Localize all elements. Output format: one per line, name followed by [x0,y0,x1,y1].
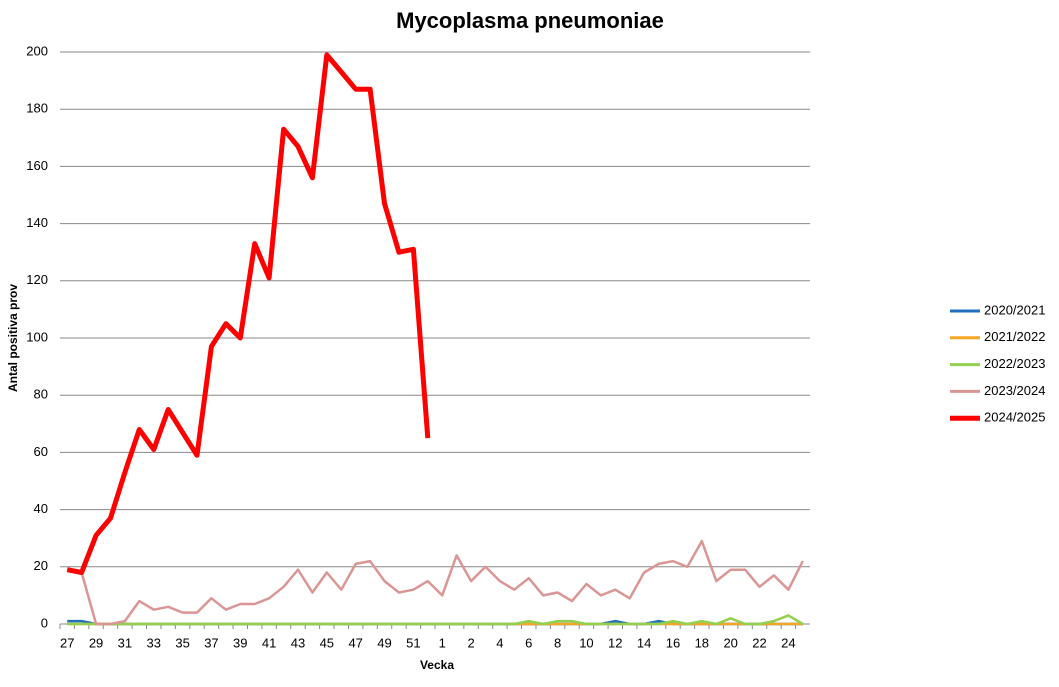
x-tick-label: 35 [175,635,189,650]
x-tick-label: 8 [554,635,561,650]
y-tick-label: 160 [26,158,48,173]
x-tick-label: 6 [525,635,532,650]
x-axis-title: Vecka [420,658,454,672]
series-line [67,614,804,626]
y-tick-label: 140 [26,215,48,230]
y-tick-label: 200 [26,43,48,58]
x-tick-label: 39 [233,635,247,650]
y-tick-label: 180 [26,101,48,116]
x-tick-label: 2 [467,635,474,650]
x-tick-label: 37 [204,635,218,650]
x-tick-label: 1 [439,635,446,650]
y-tick-label: 40 [34,501,48,516]
x-tick-label: 51 [406,635,420,650]
x-tick-label: 41 [262,635,276,650]
x-tick-label: 45 [320,635,334,650]
x-tick-label: 33 [147,635,161,650]
series-line [66,539,804,626]
x-tick-label: 22 [752,635,766,650]
x-tick-label: 29 [89,635,103,650]
legend-label: 2023/2024 [984,383,1045,398]
y-tick-label: 60 [34,444,48,459]
y-tick-label: 100 [26,329,48,344]
x-tick-label: 4 [496,635,503,650]
legend-label: 2024/2025 [984,410,1045,425]
x-tick-label: 18 [695,635,709,650]
x-tick-label: 24 [781,635,795,650]
x-tick-label: 31 [118,635,132,650]
y-tick-label: 120 [26,272,48,287]
y-tick-label: 0 [41,615,48,630]
x-tick-label: 27 [60,635,74,650]
series-line [66,52,431,575]
legend-label: 2022/2023 [984,356,1045,371]
x-tick-label: 43 [291,635,305,650]
x-tick-label: 12 [608,635,622,650]
x-tick-label: 20 [723,635,737,650]
x-tick-label: 16 [666,635,680,650]
x-tick-label: 10 [579,635,593,650]
y-tick-label: 80 [34,387,48,402]
chart-title: Mycoplasma pneumoniae [396,8,664,33]
x-tick-label: 14 [637,635,651,650]
y-axis-title: Antal positiva prov [6,284,20,392]
legend-label: 2020/2021 [984,302,1045,317]
y-tick-label: 20 [34,558,48,573]
x-tick-label: 47 [348,635,362,650]
x-tick-label: 49 [377,635,391,650]
legend-label: 2021/2022 [984,329,1045,344]
